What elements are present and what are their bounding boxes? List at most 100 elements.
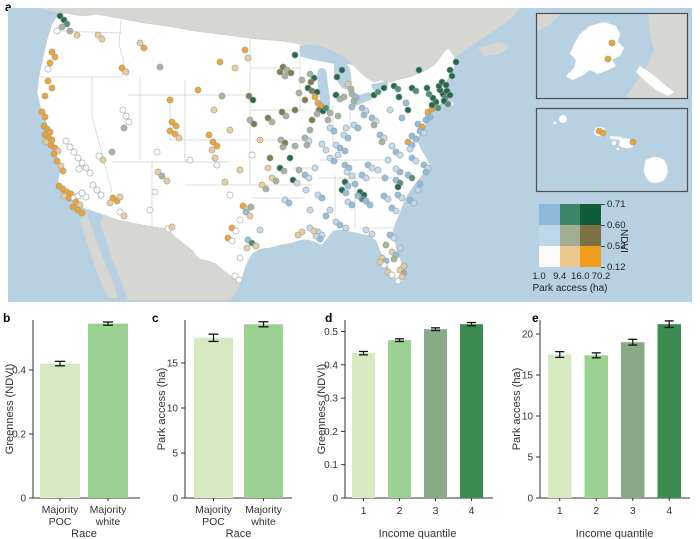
- alaska-landmass: [566, 22, 624, 80]
- map-dot: [108, 148, 116, 156]
- svg-text:0: 0: [172, 494, 178, 505]
- map-dot: [294, 231, 302, 239]
- map-dot: [344, 182, 352, 190]
- map-dot: [599, 129, 607, 137]
- map-dot: [41, 92, 49, 100]
- map-dot: [341, 147, 349, 155]
- map-dot: [120, 212, 128, 220]
- map-dot: [44, 65, 52, 73]
- map-dot: [226, 191, 234, 199]
- map-dot: [425, 90, 433, 98]
- map-dot: [78, 189, 86, 197]
- svg-text:3: 3: [630, 505, 636, 517]
- map-dot: [604, 55, 612, 63]
- map-dot: [247, 203, 255, 211]
- map-dot: [398, 114, 406, 122]
- map-dot: [99, 156, 107, 164]
- map-dot: [213, 142, 221, 150]
- map-dot: [168, 223, 176, 231]
- map-dot: [330, 157, 338, 165]
- bar: [388, 340, 411, 498]
- svg-text:15: 15: [522, 371, 534, 382]
- panel-label-e: e: [532, 311, 539, 325]
- map-dot: [384, 195, 392, 203]
- legend-cell: [580, 246, 601, 267]
- map-dot: [82, 193, 90, 201]
- bar: [424, 329, 447, 498]
- map-dot: [380, 84, 388, 92]
- bar: [460, 324, 483, 498]
- map-dot: [378, 138, 386, 146]
- legend-cell: [580, 204, 601, 225]
- map-dot: [172, 122, 180, 130]
- map-dot: [264, 114, 272, 122]
- map-dot: [362, 197, 370, 205]
- map-dot: [94, 31, 102, 39]
- map-dot: [396, 151, 404, 159]
- map-dot: [279, 143, 287, 151]
- map-dot: [396, 244, 404, 252]
- map-dot: [334, 151, 342, 159]
- map-dot: [256, 136, 264, 144]
- map-dot: [434, 104, 442, 112]
- map-dot: [236, 166, 244, 174]
- map-dot: [62, 137, 70, 145]
- city-dots-layer: [38, 12, 460, 285]
- map-dot: [322, 146, 330, 154]
- map-dot: [342, 189, 350, 197]
- map-dot: [231, 64, 239, 72]
- map-dot: [336, 144, 344, 152]
- map-dot: [318, 140, 326, 148]
- map-dot: [374, 166, 382, 174]
- svg-text:10: 10: [522, 412, 534, 423]
- y-axis-label: Greenness (NDVI): [4, 364, 16, 454]
- svg-text:15: 15: [167, 359, 179, 370]
- y-axis-label: Park access (ha): [156, 368, 168, 451]
- map-dot: [384, 156, 392, 164]
- park-access-tick-label: 16.0: [571, 271, 590, 282]
- map-dot: [140, 44, 148, 52]
- bivariate-legend-grid: [539, 204, 601, 267]
- chart-b: 00.20.4MajorityPOCMajoritywhiteRaceGreen…: [4, 320, 140, 539]
- map-dot: [370, 121, 378, 129]
- map-dot: [276, 68, 284, 76]
- alaska-panhandle: [636, 66, 674, 96]
- map-dot: [285, 199, 293, 207]
- map-dot: [343, 168, 351, 176]
- map-dot: [347, 85, 355, 93]
- svg-text:2: 2: [397, 505, 403, 517]
- map-dot: [226, 126, 234, 134]
- legend-cell: [539, 246, 560, 267]
- svg-text:0.1: 0.1: [324, 460, 338, 471]
- map-dot: [118, 64, 126, 72]
- map-dot: [210, 106, 218, 114]
- map-dot: [342, 224, 350, 232]
- bar: [657, 324, 681, 498]
- map-dot: [122, 68, 130, 76]
- map-dot: [342, 124, 350, 132]
- map-dot: [422, 116, 430, 124]
- map-dot: [244, 54, 252, 62]
- map-dot: [58, 23, 66, 31]
- map-dot: [245, 92, 253, 100]
- ndvi-tick-label: 0.71: [607, 199, 626, 210]
- bar: [88, 323, 128, 498]
- map-dot: [295, 89, 303, 97]
- map-dot: [216, 58, 224, 66]
- map-dot: [95, 152, 103, 160]
- svg-text:2: 2: [593, 505, 599, 517]
- map-dot: [330, 127, 338, 135]
- map-dot: [125, 118, 133, 126]
- map-dot: [264, 164, 272, 172]
- map-dot: [69, 203, 77, 211]
- map-dot: [374, 88, 382, 96]
- map-dot: [311, 93, 319, 101]
- map-dot: [46, 59, 54, 67]
- nova-scotia: [478, 42, 510, 56]
- map-dot: [232, 227, 240, 235]
- map-dot: [301, 96, 309, 104]
- map-dot: [213, 161, 221, 169]
- map-dot: [51, 53, 59, 61]
- map-dot: [394, 277, 402, 285]
- map-dot: [313, 110, 321, 118]
